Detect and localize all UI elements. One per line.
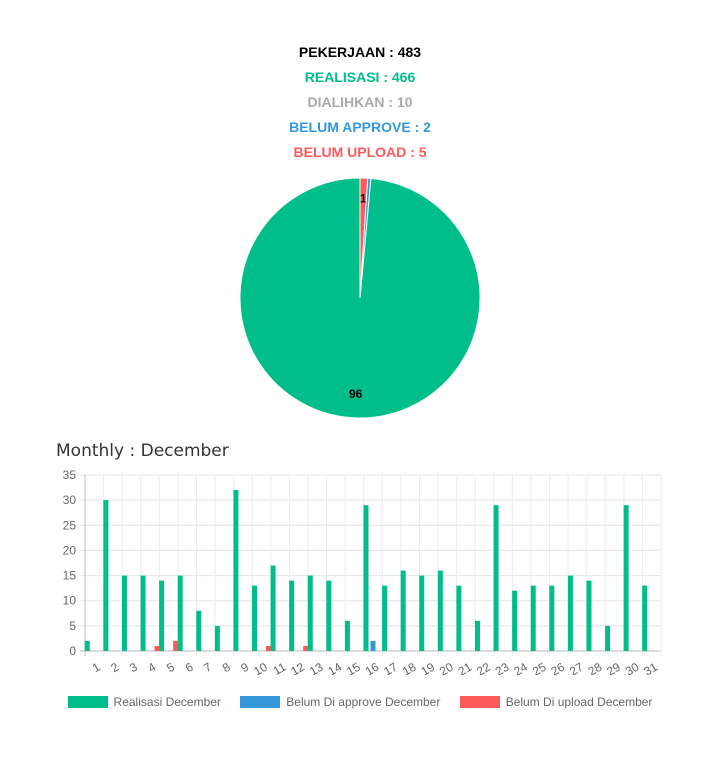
x-tick-label: 8 bbox=[220, 660, 233, 675]
x-tick-label: 14 bbox=[326, 660, 345, 675]
bar-realisasi-december-15[interactable] bbox=[344, 620, 350, 651]
legend-item-realisasi[interactable]: Realisasi December bbox=[67, 694, 221, 710]
x-tick-label: 31 bbox=[641, 660, 660, 675]
bar-realisasi-december-19[interactable] bbox=[419, 575, 425, 651]
y-tick-label: 25 bbox=[63, 518, 77, 532]
bar-realisasi-december-28[interactable] bbox=[586, 580, 592, 651]
x-tick-label: 6 bbox=[183, 660, 196, 675]
bar-realisasi-december-23[interactable] bbox=[493, 505, 499, 651]
bar-realisasi-december-14[interactable] bbox=[326, 580, 332, 651]
x-tick-label: 26 bbox=[549, 660, 568, 675]
bar-realisasi-december-20[interactable] bbox=[437, 570, 443, 651]
x-tick-label: 19 bbox=[418, 660, 437, 675]
legend-swatch-realisasi bbox=[67, 696, 108, 709]
x-tick-label: 4 bbox=[146, 660, 159, 675]
bar-belum-di-upload-december-10[interactable] bbox=[266, 645, 272, 651]
pie-chart: 96 1 bbox=[239, 177, 481, 419]
bar-realisasi-december-27[interactable] bbox=[567, 575, 573, 651]
y-tick-label: 15 bbox=[63, 569, 77, 583]
bar-realisasi-december-10[interactable] bbox=[252, 585, 258, 651]
y-tick-label: 30 bbox=[63, 493, 77, 507]
y-tick-label: 35 bbox=[63, 468, 77, 482]
x-tick-label: 27 bbox=[567, 660, 586, 675]
bar-realisasi-december-9[interactable] bbox=[233, 490, 239, 651]
x-tick-label: 30 bbox=[623, 660, 642, 675]
monthly-chart-title: Monthly : December bbox=[56, 441, 229, 461]
x-tick-label: 21 bbox=[456, 660, 475, 675]
legend-swatch-belum-approve bbox=[240, 696, 281, 709]
x-tick-label: 20 bbox=[437, 660, 456, 675]
bar-legend: Realisasi December Belum Di approve Dece… bbox=[0, 694, 720, 709]
x-tick-label: 12 bbox=[288, 660, 307, 675]
x-tick-label: 10 bbox=[251, 660, 270, 675]
bar-realisasi-december-5[interactable] bbox=[159, 580, 165, 651]
x-tick-label: 7 bbox=[201, 660, 214, 675]
legend-item-belum-approve[interactable]: Belum Di approve December bbox=[240, 694, 440, 709]
x-tick-label: 3 bbox=[127, 660, 140, 675]
x-tick-label: 18 bbox=[400, 660, 419, 675]
bar-realisasi-december-31[interactable] bbox=[642, 585, 648, 651]
legend-label-belum-upload: Belum Di upload December bbox=[505, 695, 653, 710]
summary-stats: PEKERJAAN : 483 REALISASI : 466 DIALIHKA… bbox=[0, 40, 720, 165]
bar-belum-di-upload-december-5[interactable] bbox=[173, 640, 179, 651]
bar-realisasi-december-17[interactable] bbox=[382, 585, 388, 651]
x-tick-label: 17 bbox=[381, 660, 400, 675]
bar-realisasi-december-2[interactable] bbox=[103, 500, 109, 651]
dialihkan-total: DIALIHKAN : 10 bbox=[307, 94, 413, 110]
x-tick-label: 29 bbox=[604, 660, 623, 675]
pie-data-label: 1 bbox=[360, 191, 367, 205]
bar-belum-di-upload-december-4[interactable] bbox=[154, 645, 160, 651]
x-tick-label: 2 bbox=[108, 660, 121, 675]
x-tick-label: 15 bbox=[344, 660, 363, 675]
x-tick-label: 23 bbox=[493, 660, 512, 675]
bar-realisasi-december-25[interactable] bbox=[530, 585, 536, 651]
belum-approve-total: BELUM APPROVE : 2 bbox=[289, 119, 431, 135]
x-tick-label: 5 bbox=[164, 660, 177, 675]
realisasi-total: REALISASI : 466 bbox=[304, 69, 416, 85]
bar-realisasi-december-21[interactable] bbox=[456, 585, 462, 651]
bar-realisasi-december-8[interactable] bbox=[214, 625, 220, 651]
y-tick-label: 20 bbox=[63, 543, 77, 557]
x-tick-label: 16 bbox=[363, 660, 382, 675]
bar-realisasi-december-7[interactable] bbox=[196, 610, 202, 651]
x-tick-label: 1 bbox=[90, 660, 103, 675]
bar-realisasi-december-12[interactable] bbox=[289, 580, 295, 651]
bar-realisasi-december-26[interactable] bbox=[549, 585, 555, 651]
x-tick-label: 9 bbox=[238, 660, 251, 675]
legend-swatch-belum-upload bbox=[459, 696, 500, 709]
bar-realisasi-december-1[interactable] bbox=[84, 640, 90, 651]
bar-belum-di-upload-december-12[interactable] bbox=[303, 645, 309, 651]
x-tick-label: 28 bbox=[586, 660, 605, 675]
bar-realisasi-december-13[interactable] bbox=[307, 575, 313, 651]
pekerjaan-total: PEKERJAAN : 483 bbox=[298, 44, 422, 60]
legend-label-realisasi: Realisasi December bbox=[113, 695, 221, 710]
pie-slice-belum-approve[interactable] bbox=[359, 177, 372, 299]
x-tick-label: 22 bbox=[474, 660, 493, 675]
bar-realisasi-december-11[interactable] bbox=[270, 565, 276, 651]
belum-upload-total: BELUM UPLOAD : 5 bbox=[293, 144, 427, 160]
legend-label-belum-approve: Belum Di approve December bbox=[286, 695, 441, 710]
bar-realisasi-december-18[interactable] bbox=[400, 570, 406, 651]
y-tick-label: 0 bbox=[69, 644, 76, 658]
pie-data-label: 96 bbox=[349, 387, 363, 401]
x-tick-label: 25 bbox=[530, 660, 549, 675]
bar-realisasi-december-22[interactable] bbox=[474, 620, 480, 651]
bar-realisasi-december-4[interactable] bbox=[140, 575, 146, 651]
bar-realisasi-december-16[interactable] bbox=[363, 505, 369, 651]
y-tick-label: 10 bbox=[63, 594, 77, 608]
legend-item-belum-upload[interactable]: Belum Di upload December bbox=[459, 694, 653, 710]
bar-belum-di-approve-december-16[interactable] bbox=[370, 640, 376, 651]
bar-realisasi-december-30[interactable] bbox=[623, 505, 629, 651]
x-tick-label: 13 bbox=[307, 660, 326, 675]
bar-realisasi-december-29[interactable] bbox=[605, 625, 611, 651]
x-tick-label: 11 bbox=[271, 660, 289, 675]
bar-realisasi-december-3[interactable] bbox=[121, 575, 127, 651]
y-tick-label: 5 bbox=[69, 619, 76, 633]
bar-realisasi-december-6[interactable] bbox=[177, 575, 183, 651]
x-tick-label: 24 bbox=[511, 660, 530, 675]
bar-realisasi-december-24[interactable] bbox=[512, 590, 518, 651]
